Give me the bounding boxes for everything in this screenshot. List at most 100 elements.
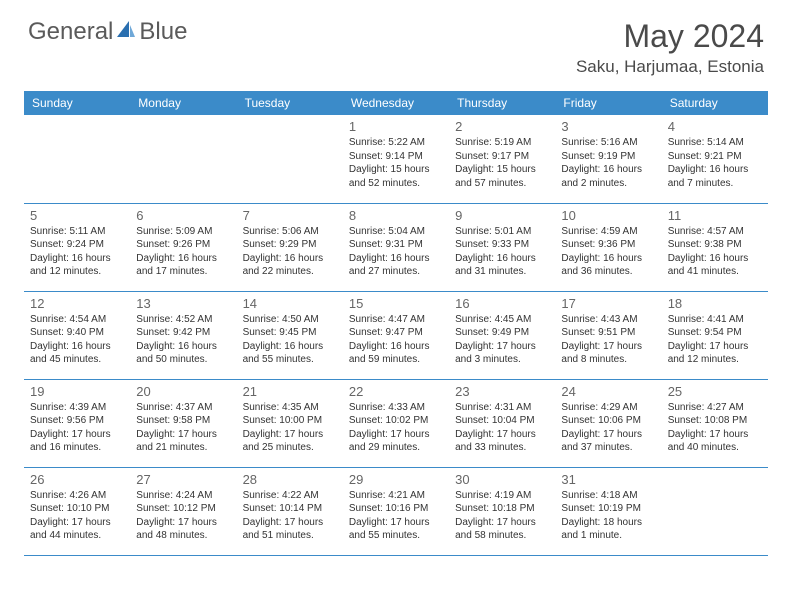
day-cell: 21 Sunrise: 4:35 AMSunset: 10:00 PMDaylig… xyxy=(237,379,343,467)
day-number: 27 xyxy=(136,472,230,487)
sunrise-text: Sunrise: 5:14 AM xyxy=(668,136,762,150)
day-info: Sunrise: 4:57 AMSunset: 9:38 PMDaylight:… xyxy=(668,225,762,279)
sunrise-text: Sunrise: 4:33 AM xyxy=(349,401,443,415)
sunrise-text: Sunrise: 4:27 AM xyxy=(668,401,762,415)
daylight-text: Daylight: 16 hours and 22 minutes. xyxy=(243,252,337,279)
sunset-text: Sunset: 9:40 PM xyxy=(30,326,124,340)
day-info: Sunrise: 4:29 AMSunset: 10:06 PMDaylight… xyxy=(561,401,655,455)
day-cell: 25Sunrise: 4:27 AMSunset: 10:08 PMDaylig… xyxy=(662,379,768,467)
sunrise-text: Sunrise: 5:19 AM xyxy=(455,136,549,150)
daylight-text: Daylight: 17 hours and 3 minutes. xyxy=(455,340,549,367)
daylight-text: Daylight: 16 hours and 31 minutes. xyxy=(455,252,549,279)
daylight-text: Daylight: 17 hours and 44 minutes. xyxy=(30,516,124,543)
sunrise-text: Sunrise: 4:39 AM xyxy=(30,401,124,415)
sunset-text: Sunset: 10:00 PM xyxy=(243,414,337,428)
sunset-text: Sunset: 9:49 PM xyxy=(455,326,549,340)
day-cell xyxy=(237,115,343,203)
day-number: 23 xyxy=(455,384,549,399)
day-number: 6 xyxy=(136,208,230,223)
day-info: Sunrise: 4:54 AMSunset: 9:40 PMDaylight:… xyxy=(30,313,124,367)
daylight-text: Daylight: 16 hours and 41 minutes. xyxy=(668,252,762,279)
day-number: 16 xyxy=(455,296,549,311)
day-number: 22 xyxy=(349,384,443,399)
day-number: 26 xyxy=(30,472,124,487)
day-header: Wednesday xyxy=(343,91,449,115)
week-row: 19Sunrise: 4:39 AMSunset: 9:56 PMDayligh… xyxy=(24,379,768,467)
day-cell: 5 Sunrise: 5:11 AMSunset: 9:24 PMDaylight… xyxy=(24,203,130,291)
daylight-text: Daylight: 17 hours and 40 minutes. xyxy=(668,428,762,455)
day-cell xyxy=(24,115,130,203)
daylight-text: Daylight: 16 hours and 17 minutes. xyxy=(136,252,230,279)
day-cell: 13Sunrise: 4:52 AMSunset: 9:42 PMDayligh… xyxy=(130,291,236,379)
day-number: 1 xyxy=(349,119,443,134)
day-cell xyxy=(130,115,236,203)
daylight-text: Daylight: 16 hours and 2 minutes. xyxy=(561,163,655,190)
daylight-text: Daylight: 16 hours and 45 minutes. xyxy=(30,340,124,367)
week-row: 26Sunrise: 4:26 AMSunset: 10:10 PMDaylig… xyxy=(24,467,768,555)
day-header-row: SundayMondayTuesdayWednesdayThursdayFrid… xyxy=(24,91,768,115)
sunset-text: Sunset: 9:31 PM xyxy=(349,238,443,252)
day-info: Sunrise: 5:11 AMSunset: 9:24 PMDaylight:… xyxy=(30,225,124,279)
day-number: 19 xyxy=(30,384,124,399)
day-number: 31 xyxy=(561,472,655,487)
sunset-text: Sunset: 10:12 PM xyxy=(136,502,230,516)
sunset-text: Sunset: 9:42 PM xyxy=(136,326,230,340)
sunrise-text: Sunrise: 5:01 AM xyxy=(455,225,549,239)
week-row: 12Sunrise: 4:54 AMSunset: 9:40 PMDayligh… xyxy=(24,291,768,379)
sunrise-text: Sunrise: 4:41 AM xyxy=(668,313,762,327)
sunset-text: Sunset: 9:51 PM xyxy=(561,326,655,340)
sunset-text: Sunset: 9:38 PM xyxy=(668,238,762,252)
day-cell: 2Sunrise: 5:19 AMSunset: 9:17 PMDaylight… xyxy=(449,115,555,203)
day-number: 3 xyxy=(561,119,655,134)
day-cell: 30 Sunrise: 4:19 AMSunset: 10:18 PMDaylig… xyxy=(449,467,555,555)
daylight-text: Daylight: 17 hours and 12 minutes. xyxy=(668,340,762,367)
sunset-text: Sunset: 9:14 PM xyxy=(349,150,443,164)
day-info: Sunrise: 4:45 AMSunset: 9:49 PMDaylight:… xyxy=(455,313,549,367)
day-cell: 28Sunrise: 4:22 AMSunset: 10:14 PMDaylig… xyxy=(237,467,343,555)
daylight-text: Daylight: 17 hours and 55 minutes. xyxy=(349,516,443,543)
day-cell: 16 Sunrise: 4:45 AMSunset: 9:49 PMDayligh… xyxy=(449,291,555,379)
day-info: Sunrise: 4:39 AMSunset: 9:56 PMDaylight:… xyxy=(30,401,124,455)
sunset-text: Sunset: 10:18 PM xyxy=(455,502,549,516)
sunrise-text: Sunrise: 4:54 AM xyxy=(30,313,124,327)
day-cell: 11Sunrise: 4:57 AMSunset: 9:38 PMDayligh… xyxy=(662,203,768,291)
day-cell: 12Sunrise: 4:54 AMSunset: 9:40 PMDayligh… xyxy=(24,291,130,379)
day-info: Sunrise: 4:35 AMSunset: 10:00 PMDaylight… xyxy=(243,401,337,455)
day-cell: 14Sunrise: 4:50 AMSunset: 9:45 PMDayligh… xyxy=(237,291,343,379)
sunset-text: Sunset: 9:56 PM xyxy=(30,414,124,428)
sunrise-text: Sunrise: 4:18 AM xyxy=(561,489,655,503)
day-info: Sunrise: 4:22 AMSunset: 10:14 PMDaylight… xyxy=(243,489,337,543)
daylight-text: Daylight: 16 hours and 7 minutes. xyxy=(668,163,762,190)
day-info: Sunrise: 5:01 AMSunset: 9:33 PMDaylight:… xyxy=(455,225,549,279)
day-number: 24 xyxy=(561,384,655,399)
day-info: Sunrise: 4:27 AMSunset: 10:08 PMDaylight… xyxy=(668,401,762,455)
day-number: 30 xyxy=(455,472,549,487)
day-header: Tuesday xyxy=(237,91,343,115)
daylight-text: Daylight: 17 hours and 37 minutes. xyxy=(561,428,655,455)
day-cell: 27 Sunrise: 4:24 AMSunset: 10:12 PMDaylig… xyxy=(130,467,236,555)
sunset-text: Sunset: 9:17 PM xyxy=(455,150,549,164)
brand-text-b: Blue xyxy=(139,18,187,46)
page-header: General Blue May 2024 Saku, Harjumaa, Es… xyxy=(0,0,792,85)
sunset-text: Sunset: 10:16 PM xyxy=(349,502,443,516)
sunrise-text: Sunrise: 4:21 AM xyxy=(349,489,443,503)
day-info: Sunrise: 4:24 AMSunset: 10:12 PMDaylight… xyxy=(136,489,230,543)
day-info: Sunrise: 4:19 AMSunset: 10:18 PMDaylight… xyxy=(455,489,549,543)
sunset-text: Sunset: 9:29 PM xyxy=(243,238,337,252)
calendar-table: SundayMondayTuesdayWednesdayThursdayFrid… xyxy=(24,91,768,556)
day-header: Saturday xyxy=(662,91,768,115)
day-cell: 10Sunrise: 4:59 AMSunset: 9:36 PMDayligh… xyxy=(555,203,661,291)
sunset-text: Sunset: 9:24 PM xyxy=(30,238,124,252)
day-number: 29 xyxy=(349,472,443,487)
daylight-text: Daylight: 15 hours and 52 minutes. xyxy=(349,163,443,190)
day-info: Sunrise: 4:18 AMSunset: 10:19 PMDaylight… xyxy=(561,489,655,543)
sunrise-text: Sunrise: 4:22 AM xyxy=(243,489,337,503)
daylight-text: Daylight: 17 hours and 25 minutes. xyxy=(243,428,337,455)
day-number: 5 xyxy=(30,208,124,223)
sunset-text: Sunset: 10:14 PM xyxy=(243,502,337,516)
day-number: 21 xyxy=(243,384,337,399)
day-info: Sunrise: 4:52 AMSunset: 9:42 PMDaylight:… xyxy=(136,313,230,367)
calendar-body: 1Sunrise: 5:22 AMSunset: 9:14 PMDaylight… xyxy=(24,115,768,555)
daylight-text: Daylight: 16 hours and 27 minutes. xyxy=(349,252,443,279)
day-info: Sunrise: 4:33 AMSunset: 10:02 PMDaylight… xyxy=(349,401,443,455)
